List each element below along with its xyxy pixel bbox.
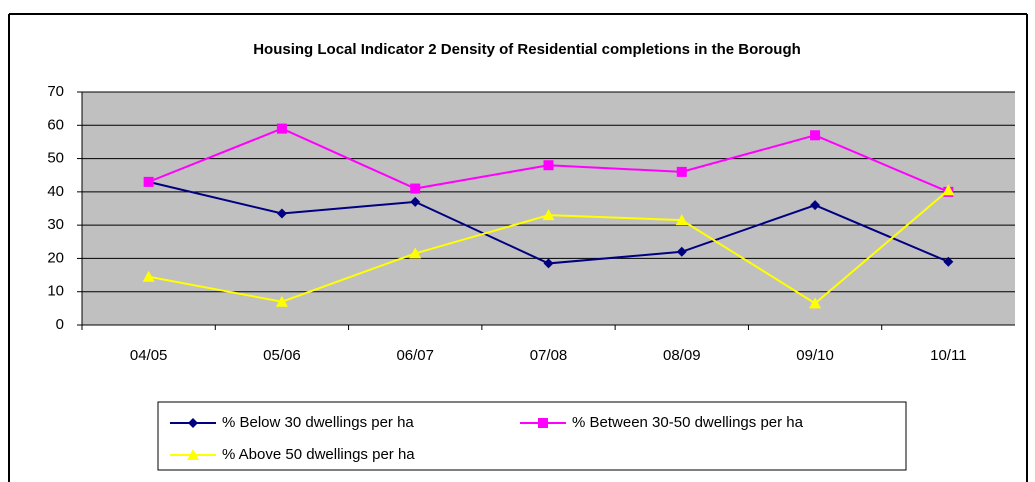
marker	[275, 295, 288, 307]
marker	[543, 258, 554, 269]
marker	[409, 247, 422, 259]
y-tick-label: 30	[47, 216, 64, 233]
marker	[810, 200, 821, 211]
marker	[809, 297, 822, 309]
x-tick-label: 06/07	[396, 347, 434, 364]
marker	[187, 449, 199, 460]
marker	[676, 166, 687, 177]
x-tick-label: 08/09	[663, 347, 701, 364]
y-tick-label: 10	[47, 283, 64, 300]
y-tick-label: 40	[47, 183, 64, 200]
x-tick-label: 07/08	[530, 347, 568, 364]
marker	[676, 246, 687, 257]
marker	[188, 418, 198, 428]
marker	[142, 270, 155, 282]
marker	[143, 176, 154, 187]
legend-label: % Above 50 dwellings per ha	[222, 446, 415, 463]
marker	[543, 160, 554, 171]
marker	[675, 214, 688, 226]
marker	[810, 130, 821, 141]
marker	[276, 208, 287, 219]
y-tick-label: 50	[47, 150, 64, 167]
x-tick-label: 05/06	[263, 347, 301, 364]
marker	[410, 183, 421, 194]
x-tick-label: 09/10	[796, 347, 834, 364]
x-tick-label: 10/11	[930, 347, 966, 364]
chart-title: Housing Local Indicator 2 Density of Res…	[253, 41, 801, 58]
plot-area	[82, 92, 1015, 325]
marker	[943, 256, 954, 267]
y-tick-label: 20	[47, 249, 64, 266]
y-tick-label: 70	[47, 83, 64, 100]
y-tick-label: 0	[56, 316, 64, 333]
marker	[410, 196, 421, 207]
marker	[542, 209, 555, 221]
legend-label: % Between 30-50 dwellings per ha	[572, 414, 804, 431]
y-tick-label: 60	[47, 116, 64, 133]
marker	[276, 123, 287, 134]
legend-label: % Below 30 dwellings per ha	[222, 414, 414, 431]
x-tick-label: 04/05	[130, 347, 168, 364]
legend-box	[157, 401, 907, 471]
marker	[538, 418, 548, 428]
marker	[942, 184, 955, 196]
